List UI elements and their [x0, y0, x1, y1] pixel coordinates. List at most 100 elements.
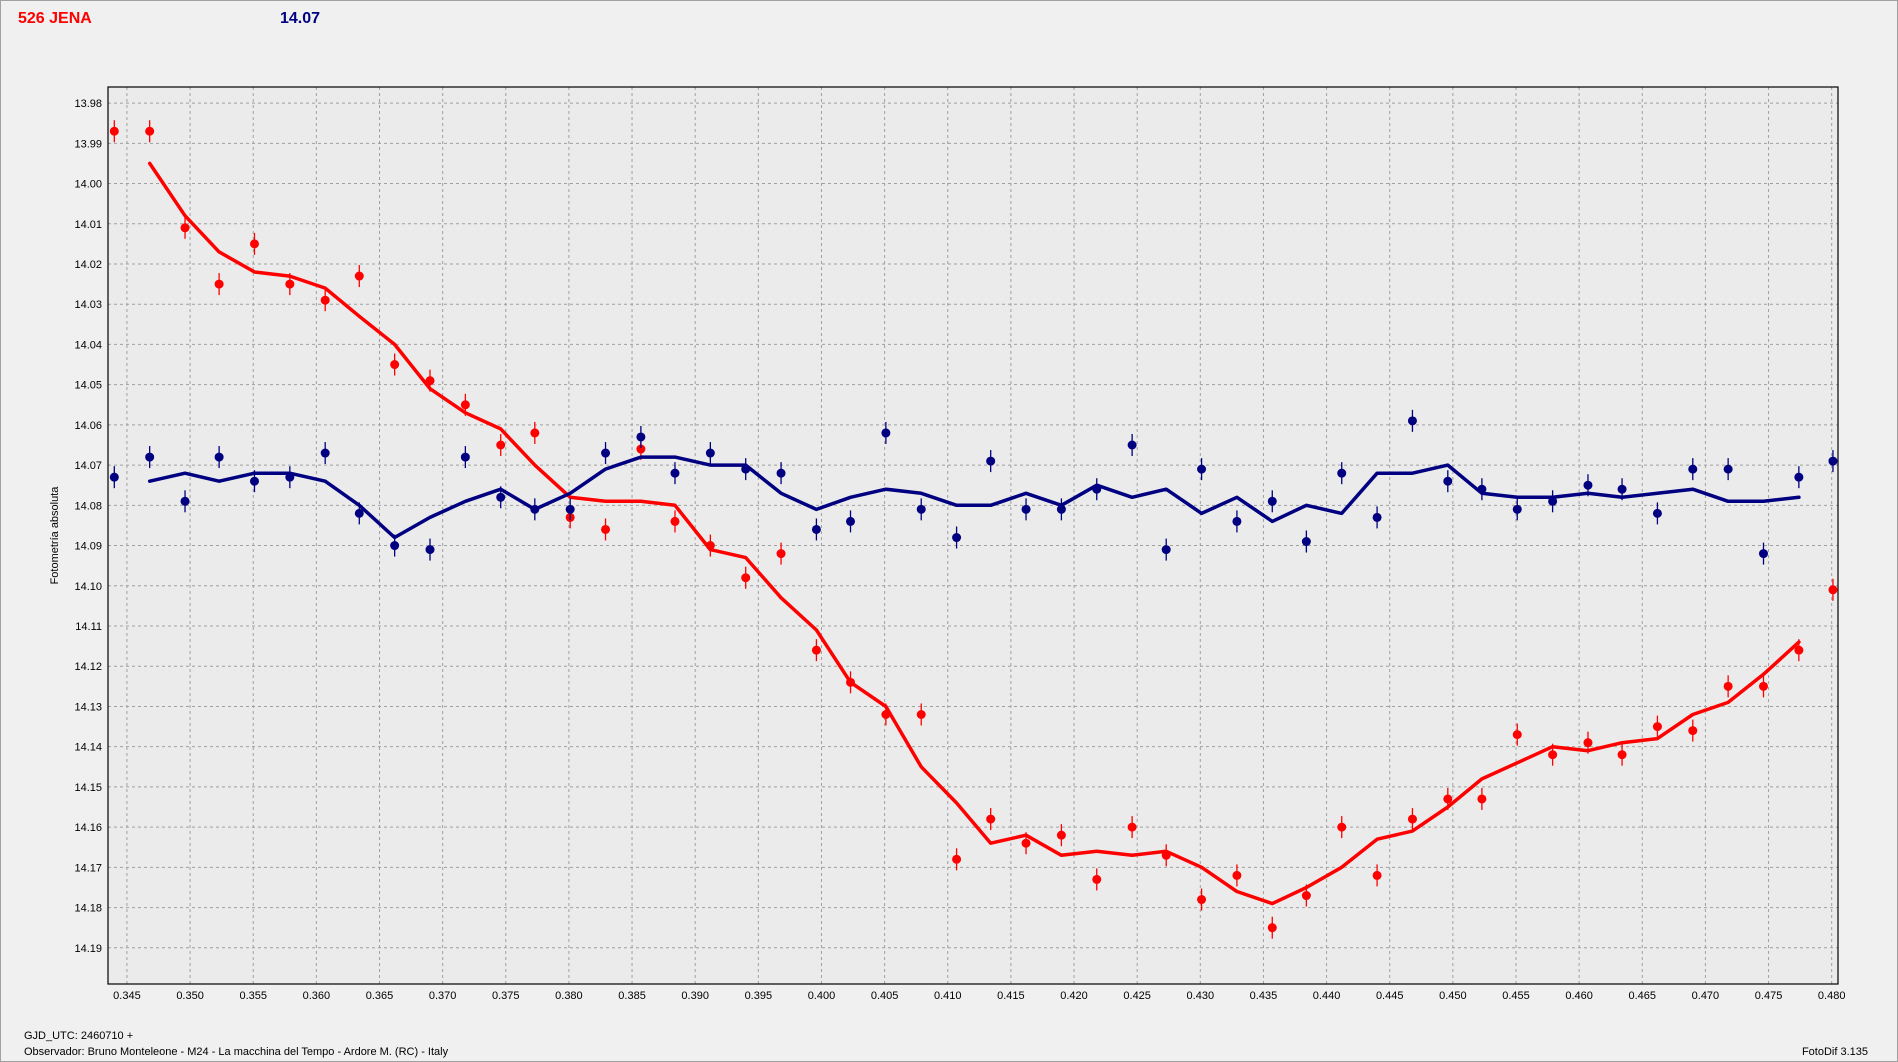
y-tick-label: 14.07 — [74, 460, 102, 472]
comparison-data-point — [1197, 464, 1207, 474]
x-tick-label: 0.370 — [429, 990, 457, 1002]
y-tick-label: 14.03 — [74, 299, 102, 311]
target-data-point — [249, 239, 259, 249]
comparison-data-point — [1092, 484, 1102, 494]
comparison-data-point — [1583, 480, 1593, 490]
comparison-data-point — [320, 448, 330, 458]
target-data-point — [1794, 645, 1804, 655]
x-tick-label: 0.395 — [745, 990, 773, 1002]
x-tick-label: 0.365 — [366, 990, 394, 1002]
x-tick-label: 0.475 — [1755, 990, 1783, 1002]
y-tick-label: 14.08 — [74, 500, 102, 512]
y-tick-label: 14.00 — [74, 179, 102, 191]
x-tick-label: 0.380 — [555, 990, 583, 1002]
y-tick-label: 14.02 — [74, 259, 102, 271]
x-tick-label: 0.455 — [1502, 990, 1530, 1002]
target-data-point — [320, 295, 330, 305]
comparison-data-point — [1056, 504, 1066, 514]
x-tick-label: 0.440 — [1313, 990, 1341, 1002]
comparison-data-point — [565, 504, 575, 514]
target-star-title: 526 JENA — [18, 10, 92, 27]
target-data-point — [354, 271, 364, 281]
target-data-point — [1161, 850, 1171, 860]
target-data-point — [496, 440, 506, 450]
target-data-point — [1443, 794, 1453, 804]
x-tick-label: 0.385 — [618, 990, 646, 1002]
comparison-data-point — [460, 452, 470, 462]
plot-area — [108, 87, 1838, 984]
target-data-point — [1372, 870, 1382, 880]
target-data-point — [705, 541, 715, 551]
target-data-point — [916, 709, 926, 719]
target-data-point — [1828, 585, 1838, 595]
comparison-data-point — [601, 448, 611, 458]
x-tick-label: 0.465 — [1629, 990, 1657, 1002]
y-tick-label: 14.17 — [74, 862, 102, 874]
comparison-data-point — [1477, 484, 1487, 494]
x-tick-label: 0.470 — [1692, 990, 1720, 1002]
comparison-data-point — [916, 504, 926, 514]
comparison-data-point — [1232, 516, 1242, 526]
target-data-point — [1407, 814, 1417, 824]
y-tick-label: 14.01 — [74, 219, 102, 231]
x-tick-label: 0.435 — [1250, 990, 1278, 1002]
x-tick-label: 0.410 — [934, 990, 962, 1002]
target-data-point — [425, 376, 435, 386]
comparison-data-point — [1723, 464, 1733, 474]
comparison-data-point — [530, 504, 540, 514]
comparison-data-point — [1688, 464, 1698, 474]
x-tick-label: 0.420 — [1060, 990, 1088, 1002]
target-data-point — [530, 428, 540, 438]
comparison-data-point — [881, 428, 891, 438]
target-data-point — [1021, 838, 1031, 848]
x-tick-label: 0.375 — [492, 990, 520, 1002]
x-tick-label: 0.390 — [681, 990, 709, 1002]
comparison-data-point — [109, 472, 119, 482]
comparison-data-point — [390, 541, 400, 551]
comparison-data-point — [741, 464, 751, 474]
target-data-point — [1127, 822, 1137, 832]
comparison-data-point — [214, 452, 224, 462]
target-data-point — [881, 709, 891, 719]
y-tick-label: 13.98 — [74, 98, 102, 110]
target-data-point — [1758, 681, 1768, 691]
target-data-point — [1477, 794, 1487, 804]
target-data-point — [776, 549, 786, 559]
comparison-data-point — [952, 533, 962, 543]
comparison-data-point — [180, 496, 190, 506]
comparison-data-point — [705, 448, 715, 458]
x-tick-label: 0.480 — [1818, 990, 1846, 1002]
x-tick-label: 0.445 — [1376, 990, 1404, 1002]
x-tick-label: 0.355 — [239, 990, 267, 1002]
comparison-data-point — [1794, 472, 1804, 482]
target-data-point — [1301, 891, 1311, 901]
comparison-magnitude: 14.07 — [280, 10, 321, 27]
target-data-point — [1267, 923, 1277, 933]
target-fit-line — [147, 161, 1801, 906]
comparison-data-point — [1372, 512, 1382, 522]
y-tick-label: 14.04 — [74, 339, 102, 351]
y-tick-label: 14.19 — [74, 943, 102, 955]
target-data-point — [1583, 738, 1593, 748]
comparison-data-point — [496, 492, 506, 502]
target-data-point — [670, 516, 680, 526]
x-tick-label: 0.345 — [113, 990, 141, 1002]
target-data-point — [986, 814, 996, 824]
comparison-data-point — [986, 456, 996, 466]
comparison-data-point — [1828, 456, 1838, 466]
comparison-data-point — [1512, 504, 1522, 514]
target-data-point — [846, 677, 856, 687]
software-version: FotoDif 3.135 — [1801, 1046, 1868, 1058]
target-data-point — [1337, 822, 1347, 832]
x-tick-label: 0.450 — [1439, 990, 1467, 1002]
target-data-point — [741, 573, 751, 583]
comparison-data-point — [1652, 508, 1662, 518]
comparison-fit-line — [147, 455, 1801, 540]
target-data-point — [636, 444, 646, 454]
target-data-point — [109, 126, 119, 136]
target-data-point — [1197, 895, 1207, 905]
comparison-data-point — [1443, 476, 1453, 486]
comparison-data-point — [1127, 440, 1137, 450]
x-tick-label: 0.425 — [1123, 990, 1151, 1002]
comparison-series — [109, 409, 1838, 565]
